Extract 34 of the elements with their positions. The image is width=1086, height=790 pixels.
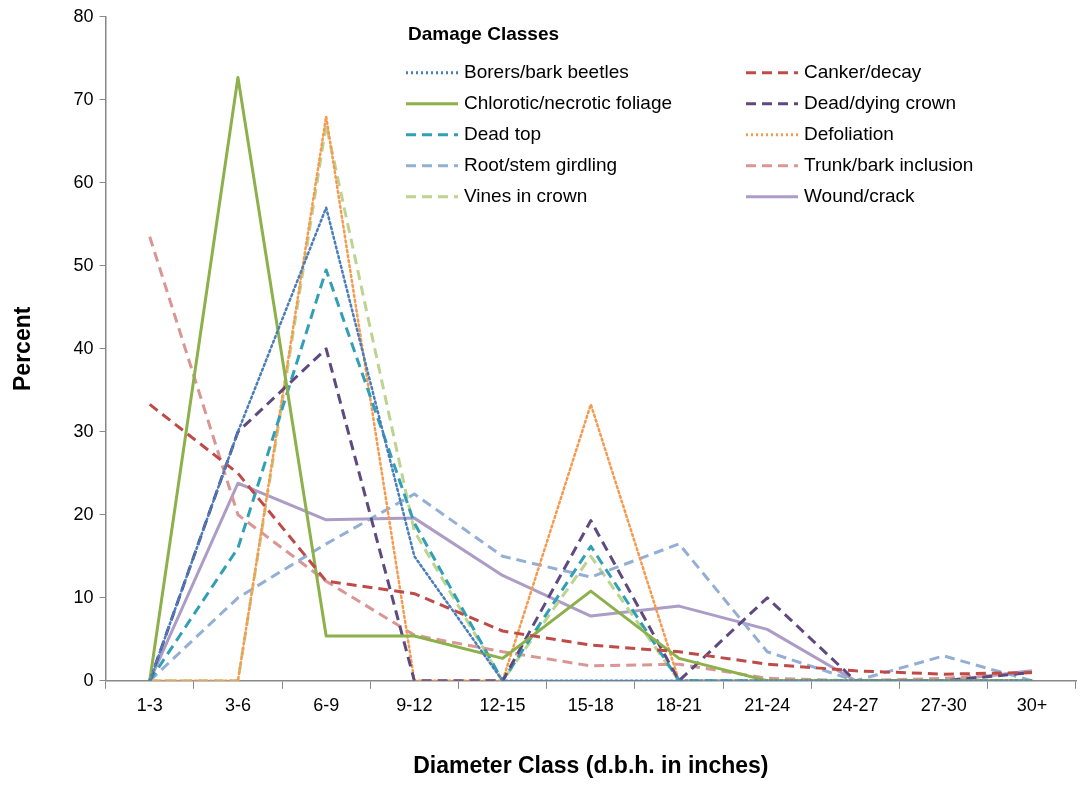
x-tick-label: 12-15 <box>479 694 526 715</box>
y-tick-label: 50 <box>73 254 94 275</box>
legend-label: Defoliation <box>804 123 894 145</box>
legend-label: Chlorotic/necrotic foliage <box>464 92 673 114</box>
legend-label: Wound/crack <box>804 185 916 207</box>
x-axis-title: Diameter Class (d.b.h. in inches) <box>413 751 769 778</box>
legend-label: Root/stem girdling <box>464 154 618 176</box>
y-tick-label: 80 <box>73 5 94 26</box>
x-tick-label: 18-21 <box>656 694 703 715</box>
x-tick-label: 1-3 <box>136 694 163 715</box>
legend-label: Borers/bark beetles <box>464 61 629 83</box>
y-tick-label: 20 <box>73 503 94 524</box>
legend-label: Vines in crown <box>464 185 588 207</box>
y-tick-label: 0 <box>83 669 94 690</box>
y-tick-label: 40 <box>73 337 94 358</box>
legend-label: Trunk/bark inclusion <box>804 154 974 176</box>
x-tick-label: 27-30 <box>920 694 967 715</box>
x-tick-label: 30+ <box>1016 694 1048 715</box>
x-tick-label: 15-18 <box>567 694 614 715</box>
x-tick-label: 21-24 <box>744 694 791 715</box>
legend-label: Dead top <box>464 123 542 145</box>
x-tick-label: 3-6 <box>224 694 251 715</box>
y-axis-title: Percent <box>9 306 36 391</box>
legend-title: Damage Classes <box>408 23 560 45</box>
legend-label: Dead/dying crown <box>804 92 957 114</box>
y-tick-label: 10 <box>73 586 94 607</box>
legend-label: Canker/decay <box>804 61 922 83</box>
y-tick-label: 70 <box>73 88 94 109</box>
y-tick-label: 60 <box>73 171 94 192</box>
x-tick-label: 6-9 <box>313 694 340 715</box>
line-series <box>148 402 1034 676</box>
x-tick-label: 9-12 <box>396 694 433 715</box>
y-tick-label: 30 <box>73 420 94 441</box>
x-tick-label: 24-27 <box>832 694 879 715</box>
